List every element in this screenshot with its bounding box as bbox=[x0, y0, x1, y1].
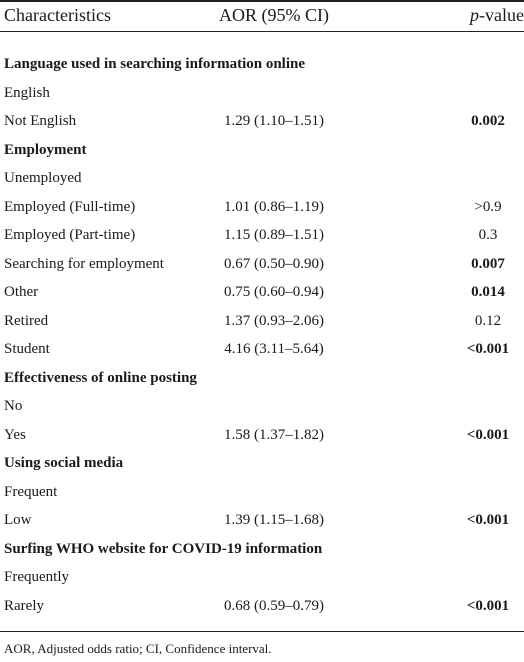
table-body: Language used in searching information o… bbox=[0, 50, 524, 620]
section-label: Using social media bbox=[4, 455, 124, 471]
row-label: Yes bbox=[4, 426, 26, 443]
aor-cell: 0.75 (0.60–0.94) bbox=[224, 284, 324, 300]
section-label: Surfing WHO website for COVID-19 informa… bbox=[4, 540, 323, 557]
table-row: Retired 1.37 (0.93–2.06) 0.12 bbox=[0, 307, 524, 336]
header-characteristics: Characteristics bbox=[4, 5, 111, 25]
pvalue-cell: 0.002 bbox=[471, 113, 505, 129]
row-label: Student bbox=[4, 341, 50, 357]
aor-cell: 1.39 (1.15–1.68) bbox=[224, 512, 324, 528]
pvalue-cell: <0.001 bbox=[466, 341, 510, 357]
row-label: No bbox=[4, 398, 23, 414]
row-label: Employed (Full-time) bbox=[4, 198, 136, 215]
header-rule bbox=[0, 31, 524, 32]
aor-cell: 1.29 (1.10–1.51) bbox=[224, 113, 324, 129]
table-row: Frequent bbox=[0, 478, 524, 507]
section-header-row: Employment bbox=[0, 136, 524, 165]
aor-cell: 1.01 (0.86–1.19) bbox=[224, 198, 324, 215]
bottom-rule bbox=[0, 631, 524, 632]
row-label: English bbox=[4, 84, 50, 101]
section-label: Language used in searching information o… bbox=[4, 56, 306, 72]
section-header-row: Language used in searching information o… bbox=[0, 50, 524, 79]
table-header: Characteristics AOR (95% CI) p-value bbox=[0, 0, 524, 31]
table-row: Employed (Part-time) 1.15 (0.89–1.51) 0.3 bbox=[0, 221, 524, 250]
top-rule bbox=[0, 0, 524, 2]
pvalue-cell: 0.007 bbox=[471, 255, 505, 272]
header-pvalue: p-value bbox=[470, 3, 524, 27]
aor-cell: 1.58 (1.37–1.82) bbox=[224, 426, 324, 443]
section-header-row: Using social media bbox=[0, 449, 524, 478]
aor-cell: 1.37 (0.93–2.06) bbox=[224, 312, 324, 329]
table-row: Unemployed bbox=[0, 164, 524, 193]
header-pvalue-italic: p bbox=[470, 5, 480, 25]
table-row: English bbox=[0, 79, 524, 108]
row-label: Frequent bbox=[4, 483, 58, 500]
row-label: Retired bbox=[4, 312, 49, 329]
row-label: Employed (Part-time) bbox=[4, 227, 136, 243]
table-row: Searching for employment 0.67 (0.50–0.90)… bbox=[0, 250, 524, 279]
pvalue-cell: 0.014 bbox=[471, 284, 505, 300]
table-row: Low 1.39 (1.15–1.68) <0.001 bbox=[0, 506, 524, 535]
table-row: Rarely 0.68 (0.59–0.79) <0.001 bbox=[0, 592, 524, 621]
table-row: Student 4.16 (3.11–5.64) <0.001 bbox=[0, 335, 524, 364]
aor-cell: 0.67 (0.50–0.90) bbox=[224, 255, 324, 272]
row-label: Searching for employment bbox=[4, 255, 164, 272]
pvalue-cell: 0.3 bbox=[478, 227, 498, 243]
aor-cell: 4.16 (3.11–5.64) bbox=[224, 341, 324, 357]
pvalue-cell: 0.12 bbox=[474, 312, 502, 329]
table-row: Frequently bbox=[0, 563, 524, 592]
row-label: Other bbox=[4, 284, 39, 300]
header-pvalue-rest: -value bbox=[479, 5, 524, 25]
section-label: Employment bbox=[4, 141, 87, 158]
row-label: Low bbox=[4, 512, 32, 528]
table-row: Employed (Full-time) 1.01 (0.86–1.19) >0.9 bbox=[0, 193, 524, 222]
section-label: Effectiveness of online posting bbox=[4, 369, 197, 386]
section-header-row: Effectiveness of online posting bbox=[0, 364, 524, 393]
table-footnote: AOR, Adjusted odds ratio; CI, Confidence… bbox=[4, 641, 272, 656]
pvalue-cell: <0.001 bbox=[466, 426, 510, 443]
table-row: Not English 1.29 (1.10–1.51) 0.002 bbox=[0, 107, 524, 136]
row-label: Not English bbox=[4, 113, 77, 129]
row-label: Frequently bbox=[4, 569, 69, 585]
pvalue-cell: >0.9 bbox=[474, 198, 502, 215]
row-label: Unemployed bbox=[4, 170, 82, 186]
table-row: No bbox=[0, 392, 524, 421]
row-label: Rarely bbox=[4, 597, 44, 614]
aor-cell: 0.68 (0.59–0.79) bbox=[224, 597, 324, 614]
pvalue-cell: <0.001 bbox=[466, 512, 510, 528]
aor-cell: 1.15 (0.89–1.51) bbox=[224, 227, 324, 243]
header-aor: AOR (95% CI) bbox=[219, 5, 329, 25]
section-header-row: Surfing WHO website for COVID-19 informa… bbox=[0, 535, 524, 564]
table-row: Other 0.75 (0.60–0.94) 0.014 bbox=[0, 278, 524, 307]
pvalue-cell: <0.001 bbox=[466, 597, 510, 614]
table-row: Yes 1.58 (1.37–1.82) <0.001 bbox=[0, 421, 524, 450]
